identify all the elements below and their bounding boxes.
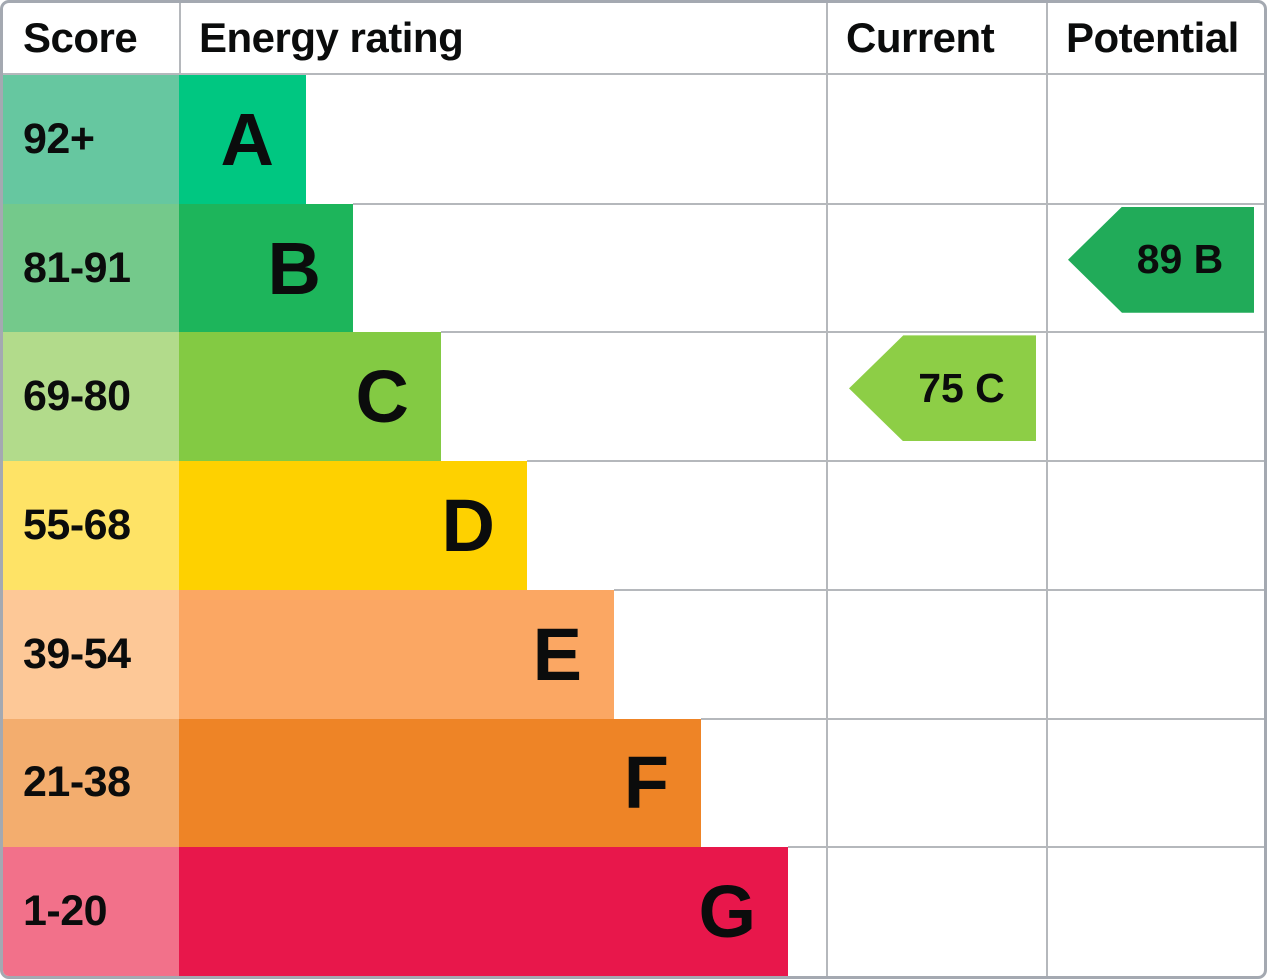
band-score-cell: 92+ — [3, 75, 179, 204]
band-score-cell: 21-38 — [3, 718, 179, 848]
band-score-label: 55-68 — [23, 500, 131, 549]
header-potential: Potential — [1066, 14, 1239, 61]
band-score-label: 39-54 — [23, 629, 131, 678]
header-bottom-border — [3, 73, 1264, 75]
band-bar: D — [179, 461, 527, 590]
divider-score-energy — [179, 3, 181, 73]
band-bar: B — [179, 203, 353, 333]
band-bar: A — [179, 75, 306, 204]
header-score: Score — [23, 14, 138, 61]
band-bar: E — [179, 589, 614, 719]
band-score-label: 21-38 — [23, 758, 131, 807]
band-letter: B — [267, 226, 321, 310]
band-letter: G — [698, 870, 756, 954]
band-row: 92+ A — [3, 75, 1264, 204]
band-row: 39-54 E — [3, 589, 1264, 719]
band-score-cell: 39-54 — [3, 589, 179, 719]
band-letter: E — [532, 612, 582, 696]
band-score-cell: 55-68 — [3, 461, 179, 590]
divider-energy-current — [826, 3, 828, 976]
band-score-label: 1-20 — [23, 887, 108, 936]
band-score-label: 92+ — [23, 114, 95, 163]
band-row: 21-38 F — [3, 718, 1264, 848]
band-row: 55-68 D — [3, 461, 1264, 590]
header-energy-rating: Energy rating — [199, 14, 464, 61]
band-score-label: 81-91 — [23, 243, 131, 292]
potential-rating-label: 89 B — [1136, 236, 1224, 283]
band-score-cell: 1-20 — [3, 847, 179, 976]
band-bar: G — [179, 847, 788, 976]
band-row: 69-80 C — [3, 332, 1264, 462]
band-letter: F — [623, 741, 669, 825]
band-score-cell: 69-80 — [3, 332, 179, 462]
band-score-label: 69-80 — [23, 372, 131, 421]
band-letter: A — [220, 97, 274, 181]
band-letter: C — [355, 355, 409, 439]
band-score-cell: 81-91 — [3, 203, 179, 333]
divider-current-potential — [1046, 3, 1048, 976]
band-row: 81-91 B — [3, 203, 1264, 333]
band-row: 1-20 G — [3, 847, 1264, 976]
header-current: Current — [846, 14, 995, 61]
band-letter: D — [441, 483, 495, 567]
band-bar: F — [179, 718, 701, 848]
current-rating-label: 75 C — [918, 364, 1005, 411]
band-bar: C — [179, 332, 441, 462]
